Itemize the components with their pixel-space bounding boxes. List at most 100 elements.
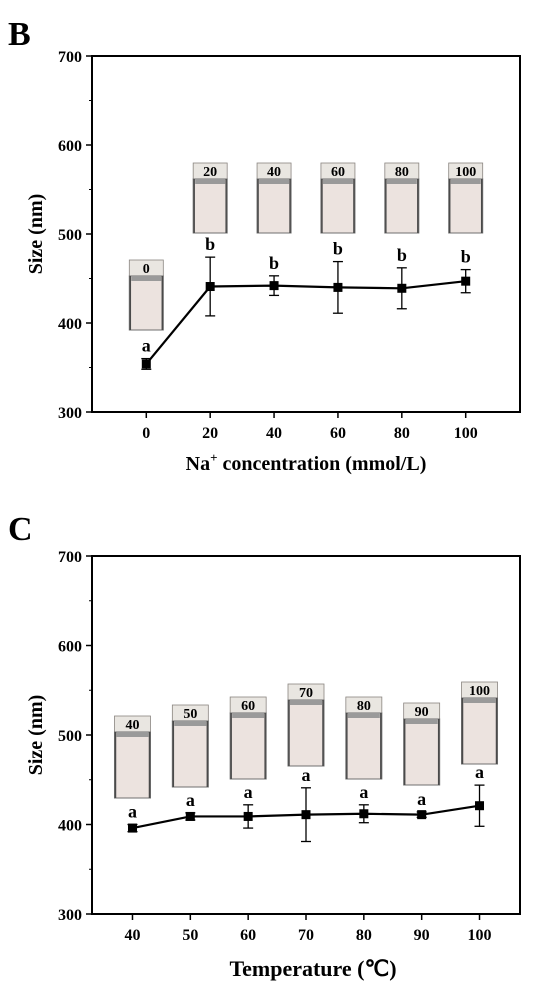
data-points [127,801,485,833]
data-point [475,801,485,811]
data-point [301,810,311,820]
error-bars [141,256,471,370]
vial-body [128,275,164,331]
y-axis-label: Size (nm) [25,695,47,776]
vial-label: 80 [357,699,371,714]
vial-image: 0 [128,259,164,331]
y-tick-label: 300 [58,907,82,924]
significance-letter: a [186,790,195,810]
vial-label: 20 [203,165,217,180]
vial-body [256,178,292,234]
vial-meniscus [116,732,149,737]
vial-label: 100 [469,684,490,699]
significance-letter: b [397,245,407,265]
vial-meniscus [450,179,481,184]
x-tick-label: 100 [454,425,478,442]
vial-body [403,718,441,786]
vial-body [320,178,356,234]
data-point [243,811,253,821]
significance-letter: a [128,802,137,822]
vial-image: 60 [229,696,267,780]
vial-body [384,178,420,234]
vial-body [192,178,228,234]
vial-label: 100 [455,165,476,180]
x-tick-label: 40 [266,425,282,442]
panel-label: C [8,511,33,548]
vial-body [229,712,267,780]
x-tick-label: 80 [356,927,372,944]
vial-image: 80 [384,162,420,234]
data-point [333,282,343,292]
y-tick-label: 400 [58,818,82,835]
x-tick-label: 70 [298,927,314,944]
significance-letters: a a a a a a a [128,762,484,821]
vial-image: 40 [256,162,292,234]
vial-image: 20 [192,162,228,234]
vial-meniscus [405,719,438,724]
vial-body [345,712,383,780]
significance-letters: a b b b b b [142,234,471,355]
y-tick-label: 700 [58,49,82,66]
vial-image: 50 [171,704,209,788]
x-axis-label: Temperature (℃) [229,956,396,981]
vial-image: 100 [448,162,484,234]
panel-b: B Size (nm) Na+ concentration (mmol/L) 3… [8,16,521,475]
y-tick-label: 600 [58,138,82,155]
y-axis-label: Size (nm) [25,194,47,275]
vial-image: 70 [287,683,325,767]
series-line [145,280,466,365]
data-point [205,282,215,292]
significance-letter: b [269,253,279,273]
vial-label: 0 [143,262,150,277]
significance-letter: a [244,782,253,802]
vial-meniscus [259,179,290,184]
vial-meniscus [195,179,226,184]
significance-letter: a [142,336,151,356]
vial-label: 90 [415,705,429,720]
y-tick-label: 500 [58,728,82,745]
x-tick-label: 50 [182,927,198,944]
data-point [417,810,427,820]
axis-ticks: 300 400 500 600 700 40 50 60 70 80 90 100 [58,549,492,944]
vial-label: 70 [299,686,313,701]
data-point [141,359,151,369]
vial-body [171,720,209,788]
x-tick-label: 0 [142,425,150,442]
vial-meniscus [386,179,417,184]
x-tick-label: 20 [202,425,218,442]
x-tick-label: 40 [124,927,140,944]
y-tick-label: 300 [58,405,82,422]
vial-meniscus [174,721,207,726]
vial-body [287,699,325,767]
data-point [185,811,195,821]
significance-letter: a [302,765,311,785]
vial-label: 40 [125,718,139,733]
data-point [269,281,279,291]
vial-image: 80 [345,696,383,780]
significance-letter: b [333,239,343,259]
vial-image: 100 [461,681,499,765]
vial-meniscus [290,700,322,705]
vial-body [461,697,499,765]
significance-letter: b [205,234,215,254]
vial-meniscus [322,179,353,184]
x-tick-label: 60 [330,425,346,442]
plot-frame [91,55,521,413]
vial-images: 0 20 40 60 80 100 [128,162,484,331]
data-point [461,276,471,286]
vial-image: 60 [320,162,356,234]
vial-meniscus [463,698,496,703]
y-tick-label: 400 [58,316,82,333]
vial-body [113,731,151,799]
vial-label: 40 [267,165,281,180]
vial-images: 40 50 60 70 80 90 100 [113,681,499,799]
significance-letter: b [461,247,471,267]
vial-label: 60 [241,699,255,714]
significance-letter: a [359,782,368,802]
significance-letter: a [417,789,426,809]
x-tick-label: 60 [240,927,256,944]
vial-meniscus [232,713,265,718]
data-points [141,276,471,369]
